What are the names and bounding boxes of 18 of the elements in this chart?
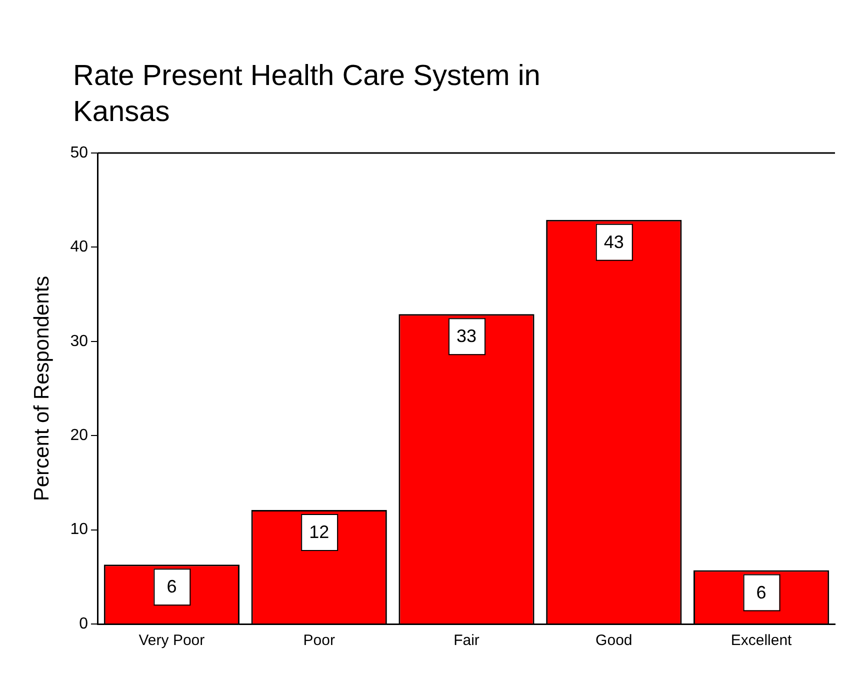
x-tick-label: Very Poor [138,632,205,650]
x-tick-label: Good [596,632,632,650]
y-tick-label: 10 [70,521,88,538]
y-tick-label: 30 [70,332,88,350]
x-tick-label: Fair [454,632,480,650]
data-label: 43 [604,232,624,252]
y-tick-label: 40 [70,238,88,256]
x-tick-label: Poor [303,632,335,650]
data-label: 33 [456,326,477,346]
data-label: 6 [756,582,766,602]
chart-title: Rate Present Health Care System in Kansas [73,59,542,130]
x-tick-label: Excellent [730,632,793,650]
y-tick-label: 0 [79,615,88,632]
data-label: 6 [166,576,177,597]
y-axis-title: Percent of Respondents [30,276,54,502]
data-label: 12 [309,522,330,542]
y-tick-label: 50 [70,144,88,162]
y-tick-label: 20 [70,427,88,444]
